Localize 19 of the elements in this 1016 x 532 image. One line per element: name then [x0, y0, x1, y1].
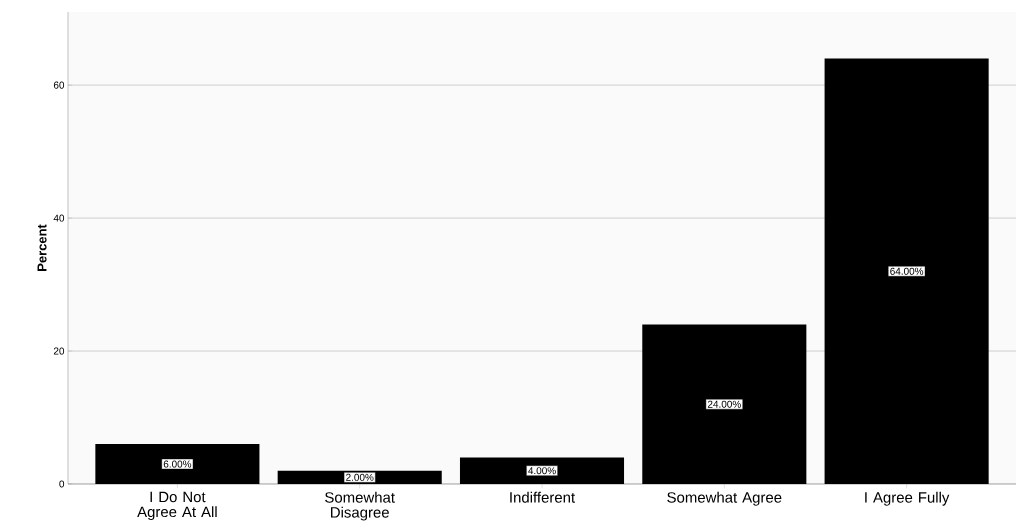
x-tick-label: Somewhat Disagree [325, 491, 395, 521]
bar [95, 444, 260, 484]
bar [642, 324, 807, 484]
y-tick-label: 40 [53, 214, 65, 222]
data-label: 6.00% [163, 460, 192, 468]
y-tick-label: 0 [59, 480, 65, 488]
x-tick-label: Indifferent [510, 491, 575, 503]
data-label: 2.00% [346, 473, 374, 481]
y-tick-label: 60 [53, 81, 65, 89]
x-tick-label: I Agree Fully [865, 491, 950, 506]
y-axis-title: Percent [37, 224, 47, 271]
y-tick-label: 20 [53, 347, 65, 355]
data-label: 64.00% [890, 267, 924, 275]
x-tick-label: I Do Not Agree At All [137, 491, 217, 521]
data-label: 4.00% [528, 467, 556, 475]
bar [824, 58, 989, 484]
bar [459, 457, 625, 484]
x-tick-label: Somewhat Agree [667, 491, 782, 506]
data-label: 24.00% [707, 400, 741, 408]
